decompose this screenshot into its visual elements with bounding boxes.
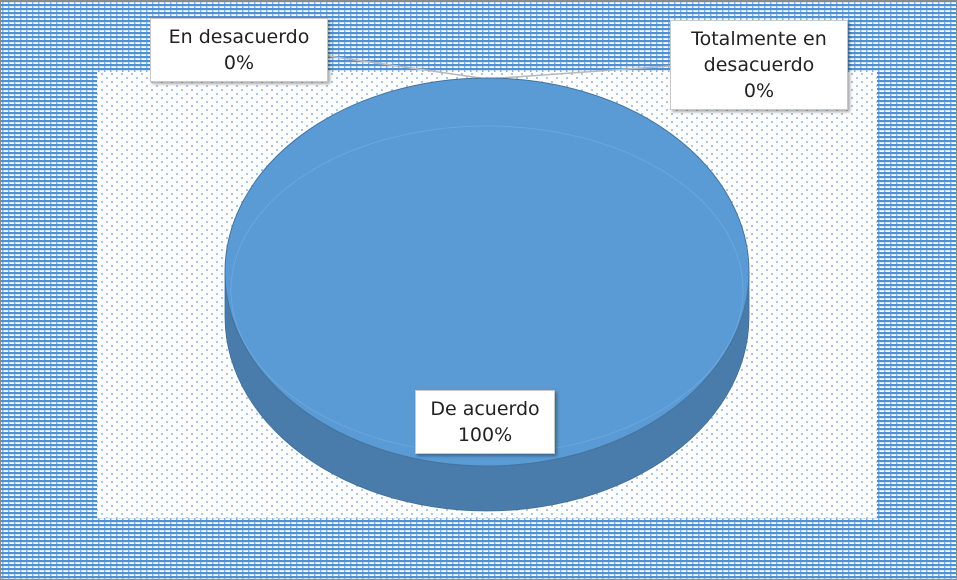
data-label-category: En desacuerdo — [168, 26, 310, 48]
leader-line — [327, 55, 488, 80]
pie-highlight — [230, 125, 744, 455]
pie-slice — [224, 77, 750, 467]
data-label: En desacuerdo 0% — [150, 18, 328, 82]
data-label-category: Totalmente en desacuerdo — [691, 28, 827, 76]
data-label-category: De acuerdo — [430, 398, 540, 420]
data-label-value: 100% — [457, 424, 513, 446]
data-label-value: 0% — [223, 52, 255, 74]
data-label-value: 0% — [743, 80, 775, 102]
data-label: De acuerdo 100% — [415, 390, 555, 454]
leader-line — [486, 65, 671, 80]
data-label: Totalmente en desacuerdo 0% — [670, 20, 848, 110]
pie — [224, 77, 750, 512]
